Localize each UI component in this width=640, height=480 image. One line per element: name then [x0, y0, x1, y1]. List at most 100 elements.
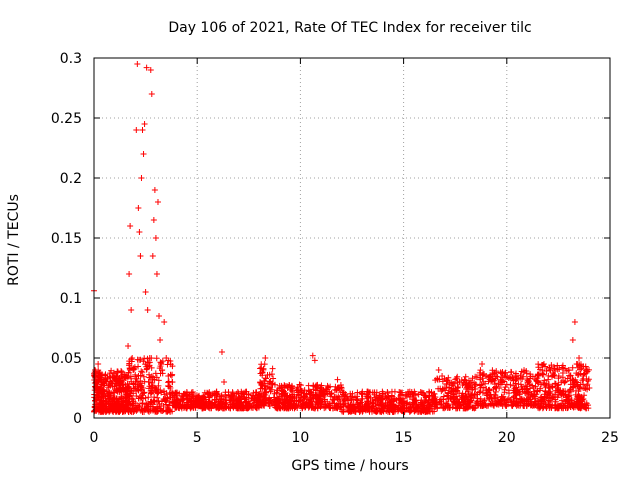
data-point	[540, 371, 547, 378]
data-point	[165, 407, 172, 414]
data-point	[172, 390, 179, 397]
data-point	[571, 381, 578, 388]
data-point	[189, 390, 196, 397]
data-point	[153, 374, 160, 381]
data-point	[417, 399, 424, 406]
data-point	[440, 393, 447, 400]
data-point	[503, 381, 510, 388]
data-point	[218, 349, 225, 355]
data-point	[369, 402, 376, 409]
data-point	[118, 369, 125, 376]
data-point	[569, 376, 576, 383]
data-point	[455, 384, 462, 391]
data-point	[142, 394, 149, 401]
data-point	[479, 371, 486, 378]
data-point	[492, 375, 499, 382]
data-point	[545, 376, 552, 383]
data-point	[129, 355, 136, 361]
data-point	[143, 64, 150, 71]
data-point	[149, 376, 156, 383]
data-point	[432, 377, 439, 384]
data-point	[510, 377, 517, 384]
data-point	[540, 361, 547, 367]
data-point	[537, 385, 544, 392]
data-point	[185, 395, 192, 402]
data-point	[245, 390, 252, 397]
data-point	[233, 390, 240, 397]
data-point	[586, 385, 593, 391]
data-point	[187, 404, 194, 411]
data-point	[334, 376, 341, 383]
data-point	[145, 407, 152, 414]
data-point	[190, 404, 197, 411]
data-point	[134, 61, 141, 67]
data-point	[549, 402, 556, 409]
y-tick-label: 0.05	[51, 351, 82, 367]
data-point	[166, 391, 173, 398]
data-point	[141, 389, 148, 396]
data-point	[507, 396, 514, 403]
y-tick-label: 0.1	[60, 291, 82, 307]
data-point	[365, 404, 372, 411]
data-point	[436, 376, 443, 383]
data-point	[444, 378, 451, 385]
data-point	[141, 121, 148, 127]
data-point	[565, 400, 572, 407]
data-point	[467, 379, 474, 386]
data-point	[338, 408, 345, 415]
data-point	[133, 127, 140, 133]
data-point	[164, 404, 171, 411]
data-point	[518, 396, 525, 403]
data-point	[527, 373, 534, 380]
data-point	[103, 379, 110, 385]
data-point	[309, 352, 316, 359]
data-point	[152, 235, 159, 241]
data-point	[125, 343, 132, 349]
data-point	[124, 373, 131, 379]
data-point	[340, 408, 347, 415]
data-point	[328, 391, 335, 397]
data-point	[285, 383, 292, 390]
data-point	[473, 374, 480, 381]
data-point	[194, 397, 201, 403]
y-tick-label: 0.2	[60, 171, 82, 187]
data-point	[169, 363, 176, 370]
data-point	[105, 392, 112, 399]
data-point	[545, 384, 552, 391]
x-tick-label: 15	[395, 430, 413, 446]
data-point	[268, 386, 275, 393]
data-point	[373, 396, 380, 403]
data-point	[245, 398, 252, 405]
data-point	[390, 398, 397, 405]
chart-title: Day 106 of 2021, Rate Of TEC Index for r…	[168, 20, 531, 36]
data-point	[113, 406, 120, 413]
data-point	[447, 404, 454, 411]
data-point	[450, 398, 457, 405]
data-point	[554, 366, 561, 373]
data-point	[365, 395, 372, 402]
data-point	[340, 401, 347, 408]
data-point	[159, 407, 166, 414]
data-point	[546, 364, 553, 371]
data-point	[146, 383, 153, 390]
data-point	[126, 358, 133, 365]
data-point	[94, 392, 101, 399]
data-point	[316, 396, 323, 403]
data-point	[151, 187, 158, 193]
data-point	[285, 399, 292, 406]
data-point	[517, 372, 524, 379]
data-point	[126, 393, 133, 400]
data-point	[267, 378, 274, 385]
data-point	[146, 355, 153, 361]
data-point	[318, 393, 325, 400]
data-point	[180, 396, 187, 403]
data-point	[273, 396, 280, 403]
data-point	[457, 402, 464, 409]
data-point	[482, 380, 489, 387]
data-point	[204, 391, 211, 398]
data-point	[302, 401, 309, 408]
data-point	[536, 405, 543, 412]
x-tick-label: 10	[291, 430, 309, 446]
data-point	[178, 392, 185, 399]
data-point	[585, 377, 592, 384]
